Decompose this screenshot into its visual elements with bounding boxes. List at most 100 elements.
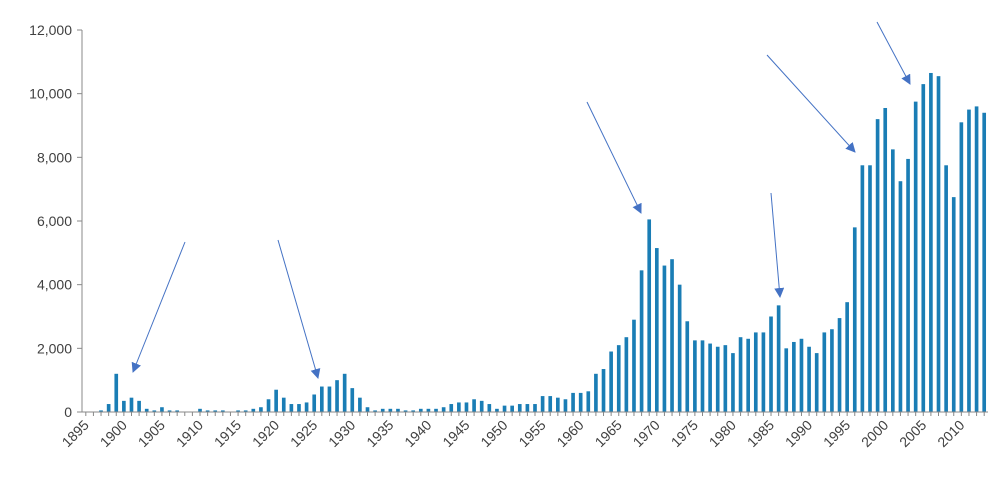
bar (548, 396, 553, 412)
bar (556, 397, 560, 412)
bar (693, 340, 697, 412)
bar (708, 343, 712, 412)
bar (891, 149, 895, 412)
bar (929, 72, 933, 412)
bar (373, 410, 377, 412)
bar (319, 386, 324, 412)
bar (601, 369, 606, 412)
bar (122, 400, 126, 412)
bar (380, 408, 385, 412)
bar (457, 402, 461, 412)
bar (335, 380, 339, 412)
bar (403, 410, 408, 412)
bar (350, 388, 355, 412)
bar (243, 410, 248, 412)
bar (921, 84, 926, 412)
bar (624, 337, 629, 412)
bar (312, 394, 317, 412)
bar (913, 101, 918, 412)
bar (868, 165, 872, 412)
bar (654, 248, 659, 412)
bar (251, 408, 256, 412)
x-tick-label: 1940 (401, 417, 434, 450)
bar (533, 404, 537, 412)
bar (776, 305, 781, 412)
bar (563, 399, 568, 412)
bar (434, 408, 438, 412)
bar (152, 410, 157, 412)
bar (967, 109, 971, 412)
bar (875, 119, 880, 412)
x-tick-label: 1925 (287, 417, 320, 450)
annotation-arrows (131, 21, 911, 379)
bar (944, 165, 948, 412)
bar (571, 392, 575, 412)
arrow (586, 101, 642, 214)
x-tick-label: 2010 (934, 417, 967, 450)
bar (160, 407, 164, 412)
x-tick-label: 1995 (820, 417, 853, 450)
bar (441, 407, 446, 412)
bar (274, 389, 278, 412)
arrow (876, 21, 911, 85)
bar (502, 405, 507, 412)
bar (472, 399, 476, 412)
bar (647, 219, 652, 412)
x-tick-label: 1920 (249, 417, 282, 450)
bar (175, 410, 179, 412)
bar (982, 112, 987, 413)
bar (837, 318, 842, 412)
bar (297, 404, 301, 412)
bar (114, 373, 119, 412)
arrow (277, 239, 321, 379)
bar (761, 332, 766, 412)
bar (852, 227, 857, 412)
bar (670, 259, 674, 412)
bar (221, 410, 225, 412)
bar (898, 181, 903, 412)
x-tick-label: 1910 (173, 417, 206, 450)
bar (540, 396, 545, 412)
x-tick-label: 1970 (630, 417, 663, 450)
bar (281, 397, 286, 412)
bar (418, 408, 423, 412)
bar (525, 404, 530, 412)
x-tick-label: 1990 (782, 417, 815, 450)
bar (388, 408, 393, 412)
x-tick-label: 1975 (668, 417, 701, 450)
bar (213, 410, 218, 412)
bar (738, 337, 743, 412)
bar (974, 106, 979, 413)
y-tick-label: 8,000 (37, 149, 72, 165)
arrow (766, 54, 856, 153)
x-tick-label: 1905 (135, 417, 168, 450)
bar (632, 319, 636, 412)
bar (906, 158, 910, 412)
bar (715, 346, 720, 412)
bar (517, 404, 522, 412)
arrow (131, 241, 186, 373)
bar (814, 353, 819, 412)
x-tick-label: 1945 (439, 417, 472, 450)
x-tick-label: 1930 (325, 417, 358, 450)
y-tick-label: 0 (64, 404, 72, 420)
bar (769, 316, 773, 412)
bar (304, 402, 309, 412)
bar (259, 407, 263, 412)
x-tick-label: 1960 (553, 417, 586, 450)
bar (426, 408, 431, 412)
bar (662, 265, 667, 412)
bar (731, 353, 735, 412)
x-tick-label: 1915 (211, 417, 244, 450)
x-tick-label: 1895 (59, 417, 92, 450)
bar (845, 302, 849, 412)
bar (449, 404, 454, 412)
bar (753, 332, 758, 412)
x-tick-label: 1935 (363, 417, 396, 450)
bar (609, 351, 613, 412)
bar (495, 408, 499, 412)
y-tick-label: 12,000 (29, 22, 72, 38)
y-tick-label: 6,000 (37, 213, 72, 229)
bar (807, 346, 811, 412)
y-tick-label: 4,000 (37, 277, 72, 293)
